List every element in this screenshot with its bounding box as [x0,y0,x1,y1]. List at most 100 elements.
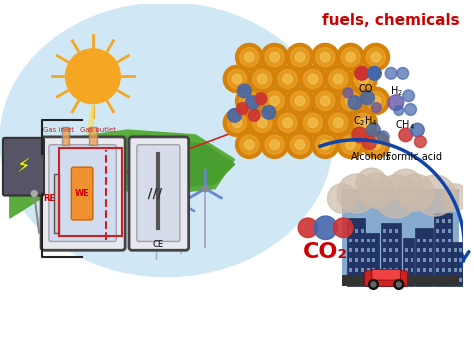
Bar [395,229,398,233]
Circle shape [228,113,246,132]
Circle shape [414,175,456,216]
Bar [365,233,379,287]
Circle shape [262,106,276,119]
Circle shape [328,184,357,213]
Bar [62,127,69,145]
Bar [355,278,358,282]
Bar [418,238,420,243]
Bar [366,278,370,282]
Circle shape [314,216,337,239]
FancyBboxPatch shape [3,138,44,195]
Circle shape [270,140,279,149]
Bar [361,229,364,233]
Bar [395,268,398,272]
Bar [373,238,375,243]
Circle shape [257,74,267,84]
Bar [418,248,420,252]
Bar [459,248,462,252]
Circle shape [354,69,373,89]
Circle shape [261,87,288,114]
Circle shape [311,43,339,71]
Circle shape [265,47,284,67]
Bar [452,243,464,287]
FancyBboxPatch shape [129,137,189,250]
Circle shape [65,49,120,104]
Circle shape [291,91,310,111]
Bar [448,278,451,282]
Circle shape [333,74,343,84]
Circle shape [31,191,37,196]
Bar [366,248,370,252]
Bar [423,248,426,252]
Bar [436,229,439,233]
Bar [395,248,398,252]
Text: CH$_4$: CH$_4$ [394,118,415,132]
Bar [454,268,456,272]
Bar [454,278,456,282]
Circle shape [414,136,426,148]
Circle shape [348,96,362,110]
Circle shape [362,131,390,158]
Ellipse shape [0,3,332,277]
Bar [448,219,451,223]
Circle shape [356,168,387,199]
Bar [436,248,439,252]
Bar [383,229,386,233]
Bar [415,228,433,287]
Bar [442,219,445,223]
Circle shape [366,123,380,137]
Text: H$_2$: H$_2$ [391,84,403,98]
Bar [361,258,364,262]
Circle shape [316,91,335,111]
Circle shape [237,84,251,98]
Bar [423,238,426,243]
Bar [349,268,352,272]
Bar [405,268,408,272]
Circle shape [291,47,310,67]
Circle shape [155,216,158,220]
Circle shape [333,118,343,128]
Circle shape [283,74,292,84]
Bar [459,268,462,272]
Circle shape [253,69,272,89]
Circle shape [333,218,353,238]
Bar [383,278,386,282]
Circle shape [371,52,381,62]
Circle shape [377,131,389,143]
Bar [373,278,375,282]
Circle shape [274,65,301,93]
Bar [454,258,456,262]
Bar [355,248,358,252]
Circle shape [346,52,356,62]
Circle shape [286,87,314,114]
Circle shape [320,96,330,106]
Circle shape [350,109,377,136]
Bar [429,278,432,282]
Circle shape [223,109,251,136]
Circle shape [295,140,305,149]
Circle shape [248,110,260,121]
Bar [389,238,392,243]
Text: CE: CE [153,239,164,248]
Bar [423,268,426,272]
Circle shape [397,174,434,211]
FancyBboxPatch shape [41,137,125,250]
Circle shape [286,131,314,158]
Circle shape [240,47,259,67]
Circle shape [303,69,322,89]
Circle shape [245,52,254,62]
Bar [418,258,420,262]
Bar [442,258,445,262]
Circle shape [270,96,279,106]
Bar [423,278,426,282]
Text: RE: RE [43,194,55,203]
Circle shape [337,87,364,114]
Bar [361,268,364,272]
Bar [361,278,364,282]
Bar [436,238,439,243]
Text: ⚡: ⚡ [17,158,30,177]
Bar [454,248,456,252]
Circle shape [245,140,254,149]
Bar [429,258,432,262]
Text: Formic acid: Formic acid [386,151,442,162]
